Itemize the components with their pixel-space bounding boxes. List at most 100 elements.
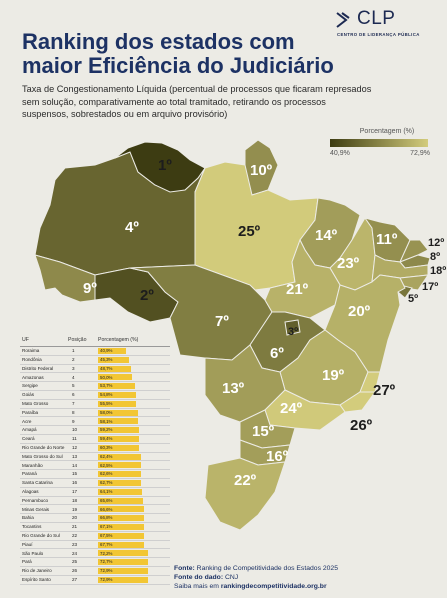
rank-label-RO: 2º	[140, 287, 154, 304]
row-position: 13	[72, 453, 78, 459]
rank-label-MS: 13º	[222, 380, 245, 397]
row-uf: Rondônia	[22, 357, 42, 363]
row-uf: Amazonas	[22, 374, 44, 380]
state-RR	[114, 141, 206, 193]
clp-logo: CLP CENTRO DE LIDERANÇA PÚBLICA	[335, 8, 441, 44]
table-row: Santa Catarina 16 62,7%	[20, 479, 170, 488]
row-position: 20	[72, 515, 78, 521]
footer-source-label: Fonte:	[174, 565, 195, 572]
map-states	[34, 139, 431, 531]
row-value-label: 53,7%	[100, 383, 113, 389]
table-row: Bahia 20 66,8%	[20, 514, 170, 523]
table-row: Maranhão 14 62,5%	[20, 461, 170, 471]
row-bar	[98, 374, 133, 381]
row-bar	[98, 435, 139, 442]
row-bar	[98, 479, 141, 486]
footer-more-label: Saiba mais em	[174, 583, 219, 590]
rank-label-AL: 17º	[422, 281, 438, 293]
row-position: 14	[72, 462, 78, 468]
ranking-table: UF Posição Porcentagem (%) Roraima 1 40,9%…	[20, 334, 170, 585]
row-uf: Piauí	[22, 541, 33, 547]
rank-label-SP: 24º	[280, 400, 303, 417]
rank-label-PR: 15º	[252, 423, 275, 440]
row-uf: Rio de Janeiro	[22, 568, 52, 574]
row-value-label: 50,0%	[100, 374, 113, 380]
table-row: Piauí 23 67,7%	[20, 541, 170, 550]
col-posicao: Posição	[68, 337, 87, 343]
table-row: Rio Grande do Sul 22 67,5%	[20, 532, 170, 541]
row-position: 19	[72, 506, 78, 512]
state-DF	[284, 319, 301, 336]
row-position: 23	[72, 541, 78, 547]
table-row: Minas Gerais 19 66,6%	[20, 505, 170, 515]
row-bar	[98, 576, 148, 583]
row-value-label: 45,3%	[100, 357, 113, 363]
row-position: 1	[72, 348, 75, 354]
row-value-label: 55,5%	[100, 401, 113, 407]
row-bar	[98, 365, 132, 372]
footer-data: CNJ	[224, 574, 239, 581]
footer-source-line: Fonte: Ranking de Competitividade dos Es…	[174, 564, 444, 573]
row-value-label: 72,2%	[100, 550, 113, 556]
table-row: Rio de Janeiro 26 72,9%	[20, 567, 170, 576]
row-value-label: 40,9%	[100, 348, 113, 354]
footer-more-link[interactable]: rankingdecompetitividade.org.br	[220, 583, 327, 590]
row-bar	[98, 550, 148, 557]
row-uf: Rio Grande do Sul	[22, 533, 60, 539]
table-row: Pernambuco 18 65,6%	[20, 497, 170, 506]
row-uf: Minas Gerais	[22, 506, 50, 512]
rank-label-DF: 3º	[288, 326, 298, 338]
row-position: 6	[72, 392, 75, 398]
row-position: 16	[72, 480, 78, 486]
rank-label-PA: 25º	[238, 223, 261, 240]
row-value-label: 48,7%	[100, 365, 113, 371]
row-value-label: 58,0%	[100, 409, 113, 415]
row-bar	[98, 523, 144, 530]
row-uf: Mato Grosso	[22, 401, 49, 407]
row-position: 24	[72, 550, 78, 556]
col-uf: UF	[22, 337, 29, 343]
rank-label-ES: 27º	[373, 382, 396, 399]
rank-label-RN: 12º	[428, 237, 444, 249]
row-bar	[98, 541, 145, 548]
footer: Fonte: Ranking de Competitividade dos Es…	[174, 564, 444, 591]
state-RN	[399, 239, 429, 263]
table-body: Roraima 1 40,9% Rondônia 2 45,3% Distrito Fede…	[20, 347, 170, 585]
row-position: 3	[72, 365, 75, 371]
row-position: 9	[72, 418, 75, 424]
row-value-label: 66,6%	[100, 506, 113, 512]
rank-label-RR: 1º	[158, 157, 172, 174]
row-position: 2	[72, 357, 75, 363]
footer-data-label: Fonte do dado:	[174, 574, 224, 581]
state-RS	[204, 457, 286, 531]
row-bar	[98, 348, 127, 354]
rank-label-RS: 22º	[234, 472, 257, 489]
row-value-label: 72,9%	[100, 568, 113, 574]
row-position: 26	[72, 568, 78, 574]
row-value-label: 58,1%	[100, 418, 113, 424]
row-value-label: 72,9%	[100, 577, 113, 583]
legend-title: Porcentagem (%)	[359, 128, 415, 135]
legend-min: 40,9%	[330, 150, 350, 157]
rank-label-PI: 23º	[337, 255, 360, 272]
row-uf: Pará	[22, 559, 32, 565]
row-bar	[98, 391, 136, 398]
row-bar	[98, 559, 148, 566]
row-uf: Sergipe	[22, 383, 38, 389]
row-position: 11	[72, 436, 77, 442]
row-uf: Roraima	[22, 348, 40, 354]
row-uf: Bahia	[22, 515, 34, 521]
table-row: São Paulo 24 72,2%	[20, 549, 170, 559]
row-uf: Maranhão	[22, 462, 43, 468]
state-TO	[264, 238, 341, 319]
table-row: Amazonas 4 50,0%	[20, 373, 170, 383]
row-value-label: 62,4%	[100, 453, 113, 459]
table-row: Mato Grosso do Sul 13 62,4%	[20, 453, 170, 462]
row-position: 18	[72, 497, 78, 503]
col-porcentagem: Porcentagem (%)	[98, 337, 139, 343]
row-value-label: 59,2%	[100, 427, 113, 433]
row-uf: Acre	[22, 418, 32, 424]
table-row: Distrito Federal 3 48,7%	[20, 365, 170, 374]
rank-label-BA: 20º	[348, 303, 371, 320]
